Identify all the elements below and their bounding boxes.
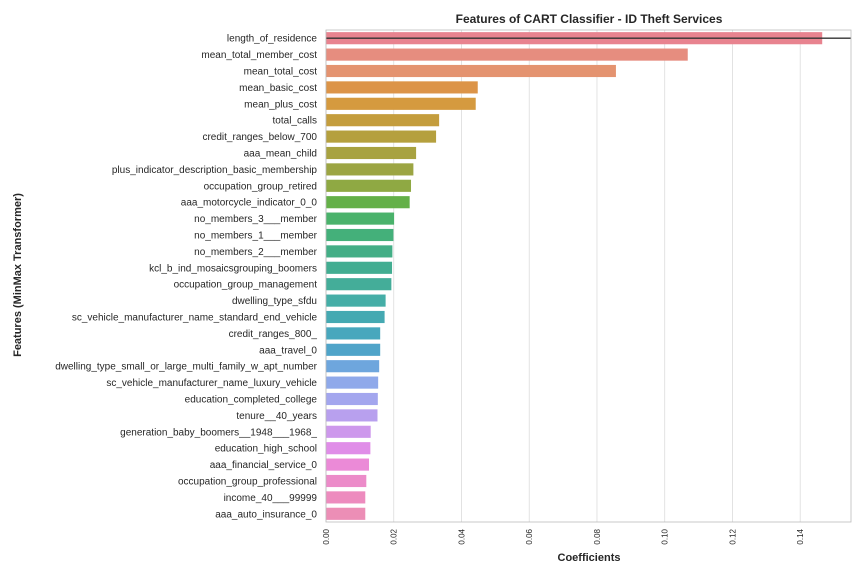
bar (326, 458, 370, 471)
grid-lines (325, 30, 801, 522)
bar (326, 212, 395, 225)
category-label: dwelling_type_sfdu (232, 296, 317, 307)
bar (326, 245, 393, 258)
category-label: kcl_b_ind_mosaicsgrouping_boomers (149, 263, 317, 274)
category-label: mean_basic_cost (239, 83, 317, 94)
x-tick-label: 0.08 (593, 528, 602, 544)
chart-title: Features of CART Classifier - ID Theft S… (456, 12, 723, 26)
category-label: length_of_residence (227, 34, 318, 45)
bar (326, 81, 478, 94)
bar (326, 425, 371, 438)
category-label: mean_plus_cost (244, 99, 317, 110)
category-label: aaa_mean_child (244, 149, 317, 160)
x-tick-label: 0.06 (525, 528, 534, 544)
x-tick-labels: 0.00 0.02 0.04 0.06 0.08 0.10 0.12 0.14 (322, 528, 805, 544)
category-label: no_members_3___member (194, 214, 318, 225)
x-tick-label: 0.04 (457, 528, 466, 544)
category-label: occupation_group_professional (178, 477, 317, 488)
bar (326, 360, 380, 373)
category-label: aaa_financial_service_0 (210, 460, 318, 471)
category-label: generation_baby_boomers__1948___1968_ (120, 427, 317, 438)
bar (326, 310, 385, 324)
bar (326, 327, 381, 340)
bar (326, 48, 688, 61)
x-tick-label: 0.00 (322, 528, 331, 544)
category-label: aaa_auto_insurance_0 (215, 509, 317, 520)
x-tick-label: 0.14 (796, 528, 805, 544)
category-label: plus_indicator_description_basic_members… (112, 165, 318, 176)
category-label: education_completed_college (185, 395, 318, 406)
category-label: credit_ranges_800_ (229, 329, 318, 340)
bar (326, 343, 381, 356)
bar (326, 278, 392, 291)
bar (326, 376, 379, 389)
category-label: dwelling_type_small_or_large_multi_famil… (55, 362, 317, 373)
category-label: mean_total_member_cost (201, 50, 317, 61)
bar (326, 392, 378, 406)
bar (326, 196, 410, 209)
category-label: no_members_2___member (194, 247, 318, 258)
bar (326, 114, 440, 127)
category-label: mean_total_cost (244, 67, 318, 78)
category-label: total_calls (273, 116, 317, 127)
category-label: aaa_motorcycle_indicator_0_0 (181, 198, 318, 209)
bar (326, 474, 367, 488)
bar (326, 146, 417, 160)
x-tick-label: 0.10 (661, 528, 670, 544)
category-label: occupation_group_retired (204, 181, 317, 192)
category-label: occupation_group_management (174, 280, 318, 291)
bar (326, 179, 412, 192)
category-label: credit_ranges_below_700 (202, 132, 317, 143)
bar (326, 442, 371, 455)
bar (326, 409, 378, 422)
x-axis-label: Coefficients (558, 552, 621, 564)
bar (326, 491, 366, 504)
category-label: education_high_school (215, 444, 317, 455)
bar (326, 228, 394, 242)
bar (326, 163, 414, 176)
category-labels: length_of_residence mean_total_member_cos… (55, 34, 317, 521)
x-tick-label: 0.02 (390, 528, 399, 544)
category-label: income_40___99999 (224, 493, 318, 504)
bar (326, 261, 393, 274)
bar (326, 64, 616, 78)
plot-frame (325, 29, 852, 523)
category-label: sc_vehicle_manufacturer_name_standard_en… (72, 313, 318, 324)
category-label: tenure__40_years (236, 411, 317, 422)
category-label: sc_vehicle_manufacturer_name_luxury_vehi… (106, 378, 317, 389)
category-label: no_members_1___member (194, 231, 318, 242)
bar (326, 294, 386, 307)
y-axis-label: Features (MinMax Transformer) (12, 193, 24, 357)
bar (326, 130, 437, 143)
x-tick-label: 0.12 (728, 528, 737, 544)
bars-group (326, 32, 851, 520)
category-label: aaa_travel_0 (259, 345, 317, 356)
bar (326, 97, 476, 110)
bar (326, 507, 366, 520)
